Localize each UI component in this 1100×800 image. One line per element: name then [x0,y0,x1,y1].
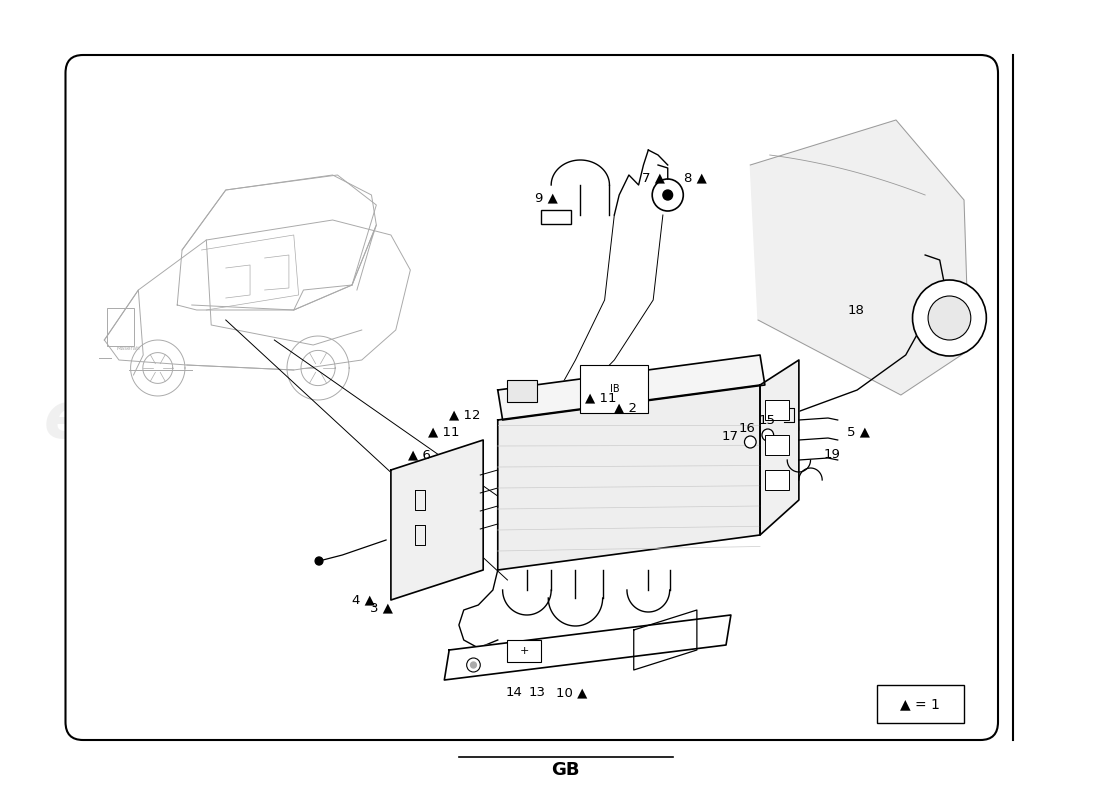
Text: 14: 14 [506,686,522,699]
Text: 10 ▲: 10 ▲ [556,686,587,699]
Circle shape [663,190,672,200]
FancyBboxPatch shape [66,55,998,740]
Text: 3 ▲: 3 ▲ [370,602,393,614]
Text: 7 ▲: 7 ▲ [641,171,664,185]
Bar [877,685,964,723]
Circle shape [762,429,773,441]
Text: eurospares: eurospares [471,389,874,451]
Circle shape [913,280,987,356]
Text: ▲ 11: ▲ 11 [585,391,617,405]
Bar [541,210,571,224]
Bar [764,470,789,490]
Text: 9 ▲: 9 ▲ [535,191,558,205]
Text: GB: GB [551,761,580,779]
Text: +: + [519,646,529,656]
Circle shape [466,658,481,672]
Text: ▲ 11: ▲ 11 [428,426,460,438]
Text: IB: IB [609,384,619,394]
Text: ▲ 12: ▲ 12 [449,409,481,422]
Text: 4 ▲: 4 ▲ [352,594,375,606]
Polygon shape [760,360,799,535]
Text: Maserati: Maserati [117,346,141,350]
Circle shape [652,179,683,211]
Bar [581,365,648,413]
Text: 18: 18 [847,303,865,317]
Text: 15: 15 [758,414,776,426]
Circle shape [745,436,756,448]
Text: 13: 13 [529,686,546,699]
Polygon shape [498,355,764,420]
Bar [507,380,537,402]
Polygon shape [444,615,730,680]
Bar [764,435,789,455]
Text: eurospares: eurospares [43,389,448,451]
Text: ▲ 6: ▲ 6 [408,449,431,462]
Text: ▲ = 1: ▲ = 1 [901,697,940,711]
Text: 16: 16 [739,422,756,434]
Polygon shape [390,440,483,600]
Bar [764,400,789,420]
Polygon shape [750,120,969,395]
Bar [108,308,134,346]
Text: 5 ▲: 5 ▲ [847,426,870,438]
Text: 8 ▲: 8 ▲ [684,171,707,185]
Polygon shape [634,610,697,670]
Polygon shape [498,385,760,570]
Circle shape [471,662,476,668]
Text: 19: 19 [823,447,840,461]
Bar [507,640,541,662]
Circle shape [928,296,971,340]
Text: 17: 17 [722,430,738,443]
Circle shape [315,557,323,565]
Text: ▲ 2: ▲ 2 [614,402,637,414]
